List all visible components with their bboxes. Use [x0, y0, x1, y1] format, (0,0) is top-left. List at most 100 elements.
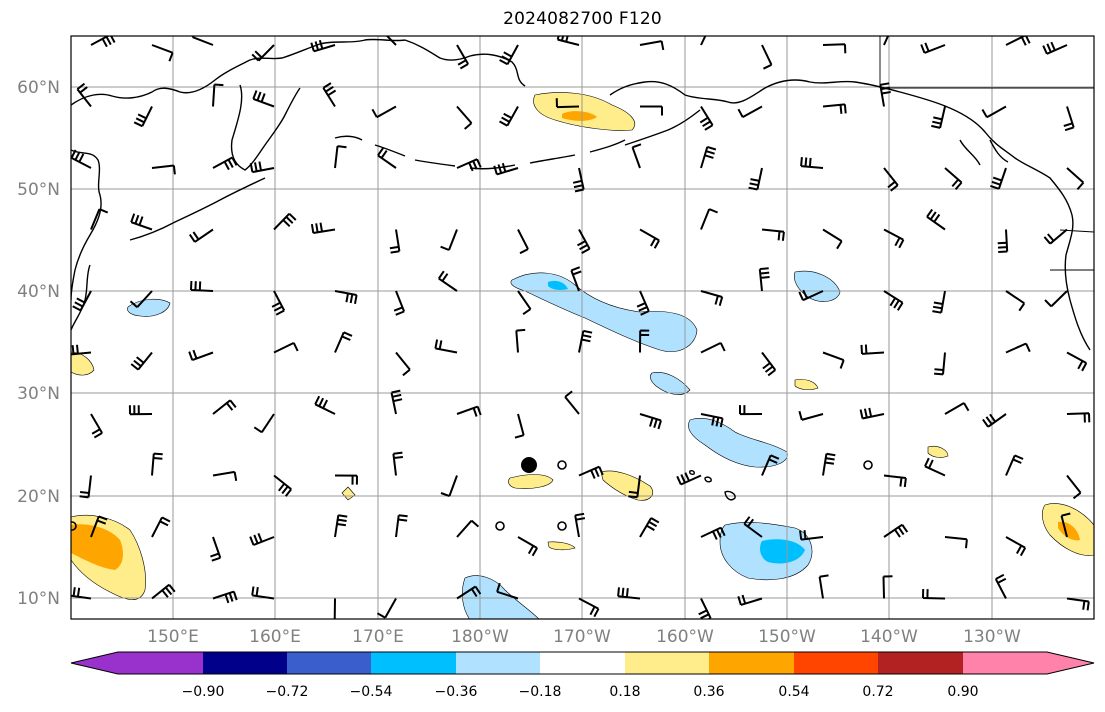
- wind-barb: [555, 98, 580, 109]
- lon-label: 180°W: [451, 627, 509, 647]
- wind-barb: [376, 598, 397, 619]
- wind-barb: [798, 410, 824, 421]
- colorbar-tick-label: −0.54: [350, 684, 393, 700]
- wind-barb: [377, 147, 397, 169]
- wind-barb: [761, 44, 773, 70]
- wind-barb: [310, 39, 336, 53]
- wind-barb: [639, 517, 660, 538]
- colorbar-outline: [70, 651, 1095, 675]
- calm-circle-marker: [495, 521, 505, 531]
- lon-label: 150°W: [758, 627, 816, 647]
- wind-barb: [931, 106, 946, 129]
- wind-barb: [130, 213, 153, 231]
- wind-barb: [639, 40, 665, 51]
- wind-barb: [310, 222, 336, 234]
- lon-label: 170°W: [553, 627, 611, 647]
- calm-circle-marker: [71, 521, 77, 531]
- wind-barb: [499, 106, 519, 127]
- wind-barb: [879, 82, 891, 107]
- colorbar-tick-label: −0.90: [182, 684, 225, 700]
- wind-barb: [129, 290, 153, 308]
- wind-barb: [748, 167, 763, 191]
- wind-barb: [515, 328, 526, 353]
- wind-barb: [570, 266, 582, 292]
- wind-barb: [273, 212, 297, 231]
- colorbar-segment: [540, 652, 625, 674]
- lat-label: 40°N: [17, 282, 60, 302]
- wind-barb: [944, 402, 970, 415]
- lon-label: 160°E: [249, 627, 301, 647]
- wind-barb: [456, 44, 469, 70]
- wind-barb: [883, 167, 899, 192]
- wind-barb: [743, 516, 763, 538]
- wind-barb: [76, 82, 92, 108]
- colorbar-tick-label: 0.72: [862, 684, 893, 700]
- south-negative-core: [760, 539, 805, 564]
- wind-barb: [71, 344, 92, 356]
- wind-barb: [434, 339, 458, 354]
- wind-barb: [271, 290, 286, 316]
- colorbar-segment: [203, 652, 287, 674]
- wind-barb: [333, 598, 336, 619]
- colorbar-tick-label: −0.72: [266, 684, 309, 700]
- colorbar-segment: [456, 652, 540, 674]
- wind-barb: [151, 164, 176, 175]
- wind-barb: [1005, 454, 1024, 476]
- wind-barb: [191, 36, 214, 46]
- wind-barb: [982, 413, 1007, 428]
- aleutian-islands: [334, 135, 626, 170]
- wind-barb: [133, 106, 153, 128]
- wind-barb: [130, 351, 153, 371]
- wind-barb: [493, 162, 519, 176]
- wind-barb: [578, 465, 604, 479]
- wind-barb: [636, 290, 650, 316]
- wind-barb: [499, 44, 519, 66]
- wind-barb: [882, 575, 893, 599]
- wind-barb: [577, 229, 591, 254]
- wind-barb: [334, 474, 358, 485]
- wind-barb: [639, 329, 650, 353]
- wind-barb: [739, 405, 763, 416]
- colorbar-segment: [118, 652, 203, 674]
- wind-barb: [737, 105, 763, 118]
- mid-negative-blob-2: [688, 418, 788, 468]
- wind-barb: [389, 229, 401, 254]
- lon-label: 130°W: [963, 627, 1021, 647]
- wind-barb: [188, 228, 214, 243]
- wind-barb: [1066, 412, 1091, 423]
- colorbar-segment: [963, 652, 1047, 674]
- lon-label: 140°W: [860, 627, 918, 647]
- wind-barb: [128, 405, 153, 416]
- wind-barb: [252, 90, 275, 108]
- wind-barb: [700, 413, 724, 428]
- colorbar-extend-high: [1047, 652, 1094, 674]
- wind-barb: [822, 351, 845, 369]
- wind-barb: [574, 512, 586, 538]
- alaska-peninsula: [624, 109, 701, 146]
- wind-barb: [90, 515, 108, 538]
- lat-label: 10°N: [17, 589, 60, 609]
- wind-barb: [700, 342, 726, 354]
- colorbar-tick-label: 0.18: [609, 684, 640, 700]
- wind-barb: [761, 228, 785, 241]
- wind-barb: [859, 407, 885, 420]
- wind-barb: [924, 457, 946, 477]
- colorbar-segment: [625, 652, 709, 674]
- latitude-labels: 60°N 50°N 40°N 30°N 20°N 10°N: [17, 78, 60, 609]
- longitude-labels: 150°E 160°E 170°E 180°W 170°W 160°W 150°…: [147, 627, 1021, 647]
- wind-barb: [249, 533, 275, 546]
- wind-barb: [822, 452, 836, 476]
- wind-barb: [395, 351, 411, 377]
- wind-barb: [251, 586, 275, 600]
- bottom-negative-area: [461, 575, 540, 619]
- colorbar-tick-label: 0.36: [693, 684, 724, 700]
- calm-circle-marker: [557, 460, 567, 470]
- positive-blob-hawaii: [600, 470, 654, 501]
- japan-coast: [71, 264, 91, 331]
- mid-negative-blob-1: [650, 372, 691, 395]
- wind-barb: [1044, 290, 1068, 308]
- wind-barb: [1005, 290, 1026, 312]
- asia-coast: [71, 38, 406, 106]
- wind-barb: [273, 474, 292, 497]
